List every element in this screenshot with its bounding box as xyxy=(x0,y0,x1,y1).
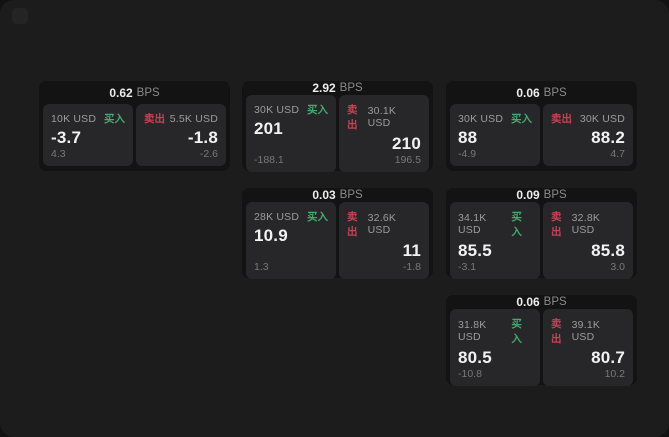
sell-amount: 30.1K USD xyxy=(367,105,397,129)
sell-delta: -2.6 xyxy=(199,148,218,160)
sell-label: 卖出 xyxy=(347,211,358,238)
buy-label: 买入 xyxy=(104,113,125,125)
buy-panel[interactable]: 28K USD 买入 10.9 1.3 xyxy=(246,202,336,279)
sell-delta: 4.7 xyxy=(610,148,625,160)
quote-card-6: 0.06 BPS 31.8K USD 买入 80.5 -10.8 卖出 39.1… xyxy=(445,294,638,386)
sell-panel[interactable]: 卖出 5.5K USD -1.8 -2.6 xyxy=(136,104,226,166)
bps-unit-label: BPS xyxy=(136,86,160,99)
buy-amount: 28K USD xyxy=(254,210,300,223)
app-menu-icon[interactable] xyxy=(12,8,28,24)
buy-label: 买入 xyxy=(511,318,522,345)
sell-price: 11 xyxy=(402,241,421,260)
spread-header: 0.62 BPS xyxy=(43,81,226,104)
bps-unit-label: BPS xyxy=(339,82,363,94)
spread-header: 0.06 BPS xyxy=(450,81,633,104)
buy-label: 买入 xyxy=(307,211,328,223)
buy-delta: 1.3 xyxy=(254,261,269,273)
quote-card-4: 0.03 BPS 28K USD 买入 10.9 1.3 卖出 32.6K US… xyxy=(241,187,434,279)
quote-card-1: 0.62 BPS 10K USD 买入 -3.7 4.3 卖出 5.5K USD… xyxy=(38,80,231,172)
spread-value: 0.06 xyxy=(516,85,540,100)
buy-delta: -10.8 xyxy=(458,368,482,380)
buy-label: 买入 xyxy=(307,104,328,116)
buy-amount: 10K USD xyxy=(51,112,97,125)
buy-panel[interactable]: 30K USD 买入 88 -4.9 xyxy=(450,104,540,166)
sell-amount: 30K USD xyxy=(579,112,625,125)
bps-unit-label: BPS xyxy=(543,296,567,308)
spread-header: 0.03 BPS xyxy=(246,188,429,202)
sell-panel[interactable]: 卖出 30.1K USD 210 196.5 xyxy=(339,95,429,172)
spread-header: 0.09 BPS xyxy=(450,188,633,202)
sell-delta: 196.5 xyxy=(394,154,421,166)
sell-panel[interactable]: 卖出 32.6K USD 11 -1.8 xyxy=(339,202,429,279)
buy-price: 85.5 xyxy=(458,241,492,260)
buy-delta: -4.9 xyxy=(458,148,477,160)
buy-amount: 31.8K USD xyxy=(458,319,487,343)
sell-price: 88.2 xyxy=(591,128,625,147)
sell-price: -1.8 xyxy=(187,128,218,147)
spread-header: 0.06 BPS xyxy=(450,295,633,309)
buy-price: -3.7 xyxy=(51,128,82,147)
sell-label: 卖出 xyxy=(551,318,562,345)
spread-value: 0.62 xyxy=(109,85,133,100)
sell-price: 80.7 xyxy=(591,348,625,367)
buy-price: 88 xyxy=(458,128,478,147)
spread-value: 0.09 xyxy=(516,188,540,202)
sell-label: 卖出 xyxy=(144,113,165,125)
buy-panel[interactable]: 31.8K USD 买入 80.5 -10.8 xyxy=(450,309,540,386)
sell-delta: 10.2 xyxy=(604,368,625,380)
buy-panel[interactable]: 34.1K USD 买入 85.5 -3.1 xyxy=(450,202,540,279)
spread-header: 2.92 BPS xyxy=(246,81,429,95)
sell-label: 卖出 xyxy=(551,113,572,125)
buy-price: 201 xyxy=(254,119,283,138)
sell-amount: 32.6K USD xyxy=(367,212,397,236)
quote-card-5: 0.09 BPS 34.1K USD 买入 85.5 -3.1 卖出 32.8K… xyxy=(445,187,638,279)
quote-card-3: 0.06 BPS 30K USD 买入 88 -4.9 卖出 30K USD 8… xyxy=(445,80,638,172)
bps-unit-label: BPS xyxy=(543,189,567,201)
sell-amount: 32.8K USD xyxy=(571,212,601,236)
buy-panel[interactable]: 10K USD 买入 -3.7 4.3 xyxy=(43,104,133,166)
sell-label: 卖出 xyxy=(347,104,358,131)
sell-panel[interactable]: 卖出 39.1K USD 80.7 10.2 xyxy=(543,309,633,386)
buy-delta: -3.1 xyxy=(458,261,477,273)
spread-value: 0.03 xyxy=(312,188,336,202)
quote-card-2: 2.92 BPS 30K USD 买入 201 -188.1 卖出 30.1K … xyxy=(241,80,434,172)
buy-price: 80.5 xyxy=(458,348,492,367)
spread-value: 2.92 xyxy=(312,81,336,95)
sell-panel[interactable]: 卖出 30K USD 88.2 4.7 xyxy=(543,104,633,166)
buy-panel[interactable]: 30K USD 买入 201 -188.1 xyxy=(246,95,336,172)
bps-unit-label: BPS xyxy=(543,86,567,99)
bps-unit-label: BPS xyxy=(339,189,363,201)
buy-label: 买入 xyxy=(511,113,532,125)
sell-label: 卖出 xyxy=(551,211,562,238)
buy-delta: 4.3 xyxy=(51,148,66,160)
buy-price: 10.9 xyxy=(254,226,288,245)
sell-price: 210 xyxy=(392,134,421,153)
sell-panel[interactable]: 卖出 32.8K USD 85.8 3.0 xyxy=(543,202,633,279)
buy-amount: 30K USD xyxy=(254,103,300,116)
sell-amount: 39.1K USD xyxy=(571,319,601,343)
buy-amount: 34.1K USD xyxy=(458,212,487,236)
sell-amount: 5.5K USD xyxy=(169,112,218,125)
sell-delta: -1.8 xyxy=(402,261,421,273)
sell-price: 85.8 xyxy=(591,241,625,260)
buy-amount: 30K USD xyxy=(458,112,504,125)
spread-value: 0.06 xyxy=(516,295,540,309)
sell-delta: 3.0 xyxy=(610,261,625,273)
buy-delta: -188.1 xyxy=(254,154,284,166)
buy-label: 买入 xyxy=(511,211,522,238)
